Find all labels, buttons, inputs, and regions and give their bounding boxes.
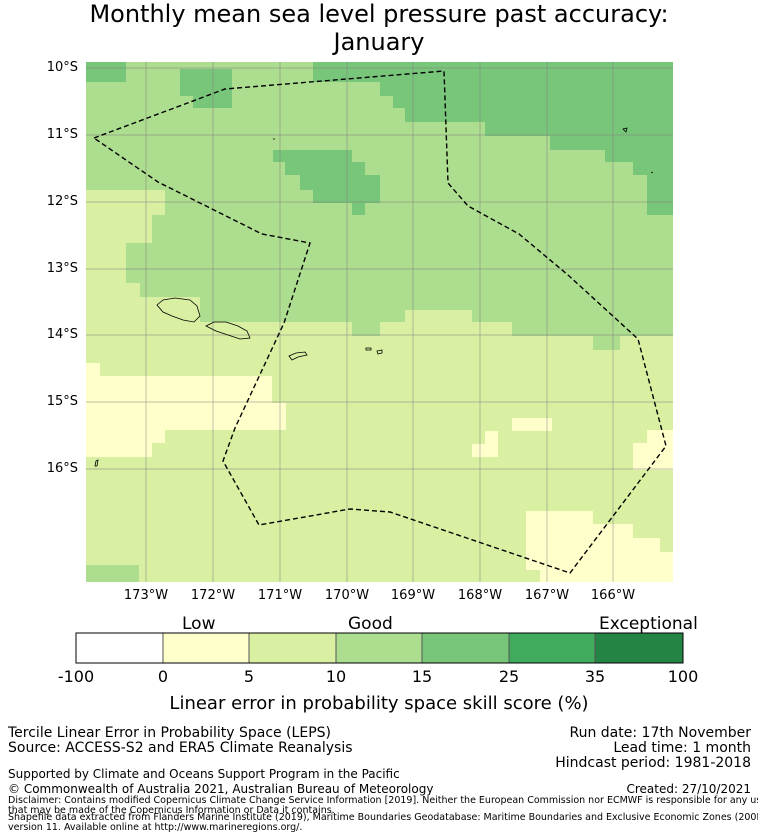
- lon-label: 171°W: [257, 588, 303, 603]
- colorbar-segment: [163, 633, 249, 663]
- colorbar-category-exceptional: Exceptional: [599, 614, 698, 634]
- colorbar-segment: [336, 633, 422, 663]
- run-date: Run date: 17th November: [569, 725, 752, 741]
- lat-label: 16°S: [46, 461, 78, 476]
- colorbar-tick: -100: [57, 667, 95, 686]
- support-note: Supported by Climate and Oceans Support …: [8, 767, 400, 781]
- colorbar-tick: 100: [667, 667, 699, 686]
- skill-region-low-b: [472, 431, 498, 457]
- product-name: Tercile Linear Error in Probability Spac…: [8, 725, 331, 741]
- disclaimer-line2: that may be made of the Copernicus Infor…: [8, 805, 335, 816]
- skill-region-very-good-north: [313, 62, 673, 215]
- colorbar-segment: [249, 633, 336, 663]
- hindcast-period: Hindcast period: 1981-2018: [555, 755, 751, 771]
- colorbar-tick: 0: [157, 667, 169, 686]
- colorbar-frame: [75, 632, 684, 664]
- colorbar-tick: 35: [584, 667, 606, 686]
- chart-subtitle: January: [333, 28, 425, 56]
- lat-label: 14°S: [46, 327, 78, 342]
- lat-label: 13°S: [46, 261, 78, 276]
- skill-region-low-east: [633, 430, 673, 470]
- colorbar-segment: [76, 633, 163, 663]
- island-outlines: [94, 127, 654, 467]
- copyright: © Commonwealth of Australia 2021, Austra…: [8, 782, 434, 796]
- colorbar-axis-label: Linear error in probability space skill …: [169, 693, 589, 714]
- skill-region-low-se: [526, 511, 673, 582]
- colorbar-segment: [422, 633, 509, 663]
- colorbar-segment: [595, 633, 683, 663]
- skill-region-very-good-nw2: [180, 69, 232, 108]
- island-east: [650, 171, 654, 174]
- colorbar-category-low: Low: [182, 614, 216, 634]
- island-small-a: [365, 347, 372, 351]
- lead-time: Lead time: 1 month: [613, 740, 751, 756]
- colorbar-tick: 10: [325, 667, 347, 686]
- skill-region-good-sw: [86, 565, 139, 582]
- lon-label: 167°W: [524, 588, 570, 603]
- island-upolu: [205, 321, 251, 340]
- disclaimer-line1: Disclaimer: Contains modified Copernicus…: [8, 795, 758, 806]
- colorbar: [75, 632, 684, 664]
- skill-region-very-good-center: [273, 150, 380, 215]
- lon-label: 166°W: [590, 588, 636, 603]
- colorbar-category-good: Good: [348, 614, 393, 634]
- skill-region-very-good-nw: [86, 62, 126, 82]
- lon-label: 173°W: [123, 588, 169, 603]
- island-small-b: [376, 349, 383, 355]
- eez-boundary: [92, 70, 667, 574]
- lat-label: 15°S: [46, 394, 78, 409]
- skill-field: [86, 62, 673, 582]
- island-savaii: [156, 297, 201, 323]
- created-date: Created: 27/10/2021: [626, 782, 751, 796]
- shapefile-credit-line1: Shapefile data extracted from Flanders M…: [8, 812, 758, 823]
- data-source: Source: ACCESS-S2 and ERA5 Climate Reana…: [8, 740, 353, 756]
- lat-label: 11°S: [46, 127, 78, 142]
- island-tutuila: [288, 351, 308, 361]
- skill-region-low-west: [86, 363, 286, 457]
- colorbar-segment: [509, 633, 595, 663]
- lon-label: 169°W: [390, 588, 436, 603]
- lon-label: 168°W: [457, 588, 503, 603]
- colorbar-tick: 25: [498, 667, 520, 686]
- map-gridlines: [86, 62, 673, 582]
- skill-region-low-a: [512, 418, 552, 431]
- island-west: [94, 459, 99, 467]
- skill-region-fair-south: [86, 297, 673, 582]
- shapefile-credit-line2: version 11. Available online at http://w…: [8, 822, 303, 833]
- lat-label: 10°S: [46, 60, 78, 75]
- lon-label: 170°W: [324, 588, 370, 603]
- island-tokelau: [622, 127, 628, 133]
- colorbar-tick: 5: [243, 667, 255, 686]
- skill-region-fair-west: [86, 190, 165, 297]
- lon-label: 172°W: [190, 588, 236, 603]
- lat-label: 12°S: [46, 194, 78, 209]
- colorbar-tick: 15: [411, 667, 433, 686]
- chart-title: Monthly mean sea level pressure past acc…: [89, 0, 669, 28]
